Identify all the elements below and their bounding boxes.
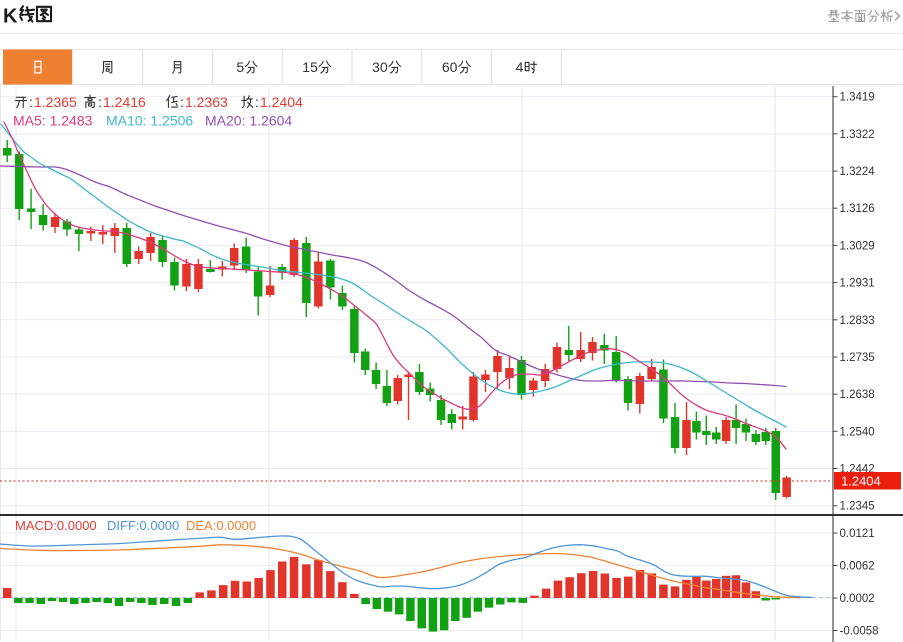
svg-text:30: 30 bbox=[372, 59, 388, 75]
svg-text:1.3126: 1.3126 bbox=[840, 203, 875, 215]
svg-text:MA5: 1.2483: MA5: 1.2483 bbox=[13, 113, 93, 129]
svg-text:DEA:0.0000: DEA:0.0000 bbox=[186, 518, 256, 533]
svg-text:1.2404: 1.2404 bbox=[260, 94, 303, 110]
svg-text:1.3224: 1.3224 bbox=[840, 166, 876, 178]
svg-text:60: 60 bbox=[442, 59, 458, 75]
svg-text::: : bbox=[255, 94, 259, 110]
svg-text:5: 5 bbox=[236, 59, 244, 75]
svg-text:1.2365: 1.2365 bbox=[34, 94, 77, 110]
svg-text:1.2345: 1.2345 bbox=[840, 501, 875, 513]
svg-text:4: 4 bbox=[516, 59, 524, 75]
svg-text:MACD:0.0000: MACD:0.0000 bbox=[15, 518, 97, 533]
svg-text::: : bbox=[98, 94, 102, 110]
svg-text:1.3029: 1.3029 bbox=[840, 240, 875, 252]
svg-text:0.0121: 0.0121 bbox=[840, 528, 875, 540]
svg-text:MA20: 1.2604: MA20: 1.2604 bbox=[205, 113, 292, 129]
svg-text:1.2931: 1.2931 bbox=[840, 278, 875, 290]
svg-text:1.3322: 1.3322 bbox=[840, 129, 875, 141]
svg-text:1.2540: 1.2540 bbox=[840, 426, 875, 438]
svg-text:0.0002: 0.0002 bbox=[840, 593, 875, 605]
svg-text:1.3419: 1.3419 bbox=[840, 92, 875, 104]
svg-text:15: 15 bbox=[302, 59, 318, 75]
svg-text:0.0062: 0.0062 bbox=[840, 561, 875, 573]
svg-text:1.2404: 1.2404 bbox=[841, 474, 881, 489]
svg-text:DIFF:0.0000: DIFF:0.0000 bbox=[107, 518, 179, 533]
svg-text:-0.0058: -0.0058 bbox=[840, 626, 879, 638]
svg-text:1.2638: 1.2638 bbox=[840, 389, 875, 401]
svg-text:1.2833: 1.2833 bbox=[840, 315, 875, 327]
svg-text:1.2363: 1.2363 bbox=[185, 94, 228, 110]
svg-text::: : bbox=[29, 94, 33, 110]
svg-text::: : bbox=[180, 94, 184, 110]
svg-text:1.2735: 1.2735 bbox=[840, 352, 875, 364]
svg-text:K: K bbox=[3, 6, 18, 28]
svg-text:MA10: 1.2506: MA10: 1.2506 bbox=[106, 113, 193, 129]
svg-text:1.2416: 1.2416 bbox=[103, 94, 146, 110]
